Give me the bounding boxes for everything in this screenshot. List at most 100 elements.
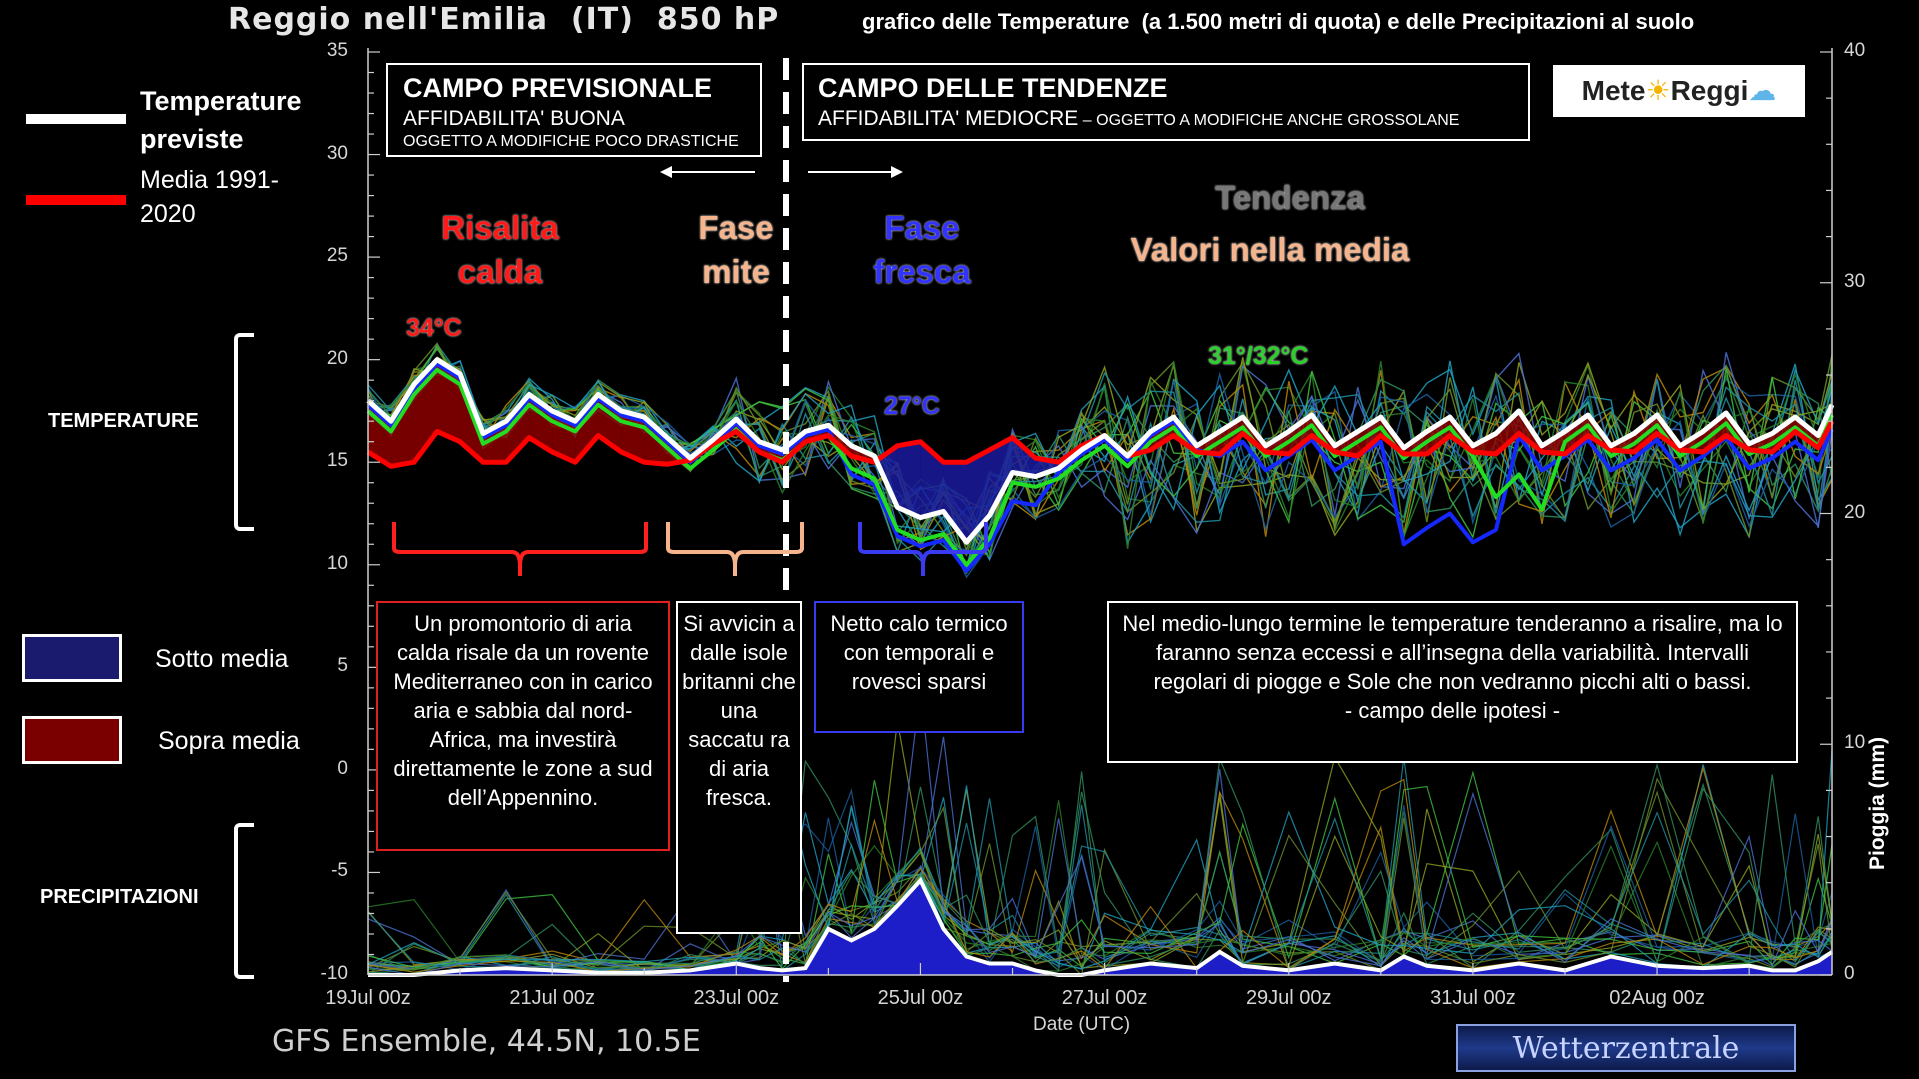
note-risalita: Un promontorio di aria calda risale da u… — [376, 601, 670, 851]
logo-text-right: Reggi — [1670, 75, 1749, 106]
y-tick-label: 30 — [326, 142, 348, 164]
note-tendenza: Nel medio-lungo termine le temperature t… — [1107, 601, 1798, 763]
legend-below-label: Sotto media — [155, 645, 289, 673]
x-tick-label: 02Aug 00z — [1609, 987, 1705, 1009]
y-tick-label: 20 — [326, 347, 348, 369]
axes — [367, 48, 1833, 976]
logo-text-left: Mete — [1581, 75, 1646, 106]
note-tendenza-footer: - campo delle ipotesi - — [1344, 698, 1561, 723]
forecast-field-note: OGGETTO A MODIFICHE POCO DRASTICHE — [403, 133, 739, 150]
trend-field-box: CAMPO DELLE TENDENZE AFFIDABILITA' MEDIO… — [802, 63, 1530, 141]
ensemble-precip-line — [367, 798, 1833, 971]
forecast-field-box: CAMPO PREVISIONALE AFFIDABILITA' BUONA O… — [386, 63, 762, 157]
ensemble-member-line — [367, 364, 1833, 568]
bracket-fresca — [858, 522, 988, 576]
ensemble-precip-line — [367, 844, 1833, 975]
bracket-risalita — [392, 522, 648, 576]
legend-below-swatch — [22, 634, 122, 682]
arrow-right-icon — [891, 166, 903, 178]
y-axis-right-title: Pioggia (mm) — [1866, 736, 1889, 870]
ensemble-precip-line — [367, 687, 1833, 976]
y-right-tick-label: 20 — [1844, 501, 1866, 523]
y-tick-label: 10 — [326, 552, 348, 574]
ensemble-precip-line — [367, 790, 1833, 971]
below-mean-fill — [943, 462, 967, 543]
chart-subtitle: grafico delle Temperature (a 1.500 metri… — [862, 9, 1695, 34]
arrow-left-icon — [660, 166, 672, 178]
trend-field-subline: AFFIDABILITA' MEDIOCRE – OGGETTO A MODIF… — [818, 107, 1459, 131]
ensemble-precip-line — [367, 800, 1833, 971]
precip-bracket — [234, 823, 254, 979]
y-tick-label: 15 — [326, 450, 348, 472]
legend: Temperature previste Media 1991-2020 Sot… — [0, 0, 320, 800]
bracket-mite — [666, 522, 804, 576]
chart-title: Reggio nell'Emilia (IT) 850 hP — [228, 2, 780, 37]
tag-31-32c: 31°/32°C — [1208, 342, 1309, 370]
temperature-bracket — [234, 333, 254, 531]
x-tick-label: 23Jul 00z — [693, 987, 780, 1009]
precip-label: PRECIPITAZIONI — [40, 886, 199, 908]
y-right-tick-label: 30 — [1844, 270, 1866, 292]
trend-field-title: CAMPO DELLE TENDENZE — [818, 73, 1168, 103]
phase-mite: Fase mite — [698, 209, 774, 290]
wetterzentrale-watermark: Wetterzentrale — [1456, 1024, 1796, 1072]
note-fresca: Netto calo termico con temporali e roves… — [814, 601, 1024, 733]
forecast-field-reliability: AFFIDABILITA' BUONA — [403, 107, 625, 130]
ensemble-precip-line — [367, 756, 1833, 975]
y-tick-label: 25 — [326, 245, 348, 267]
x-tick-label: 19Jul 00z — [325, 987, 411, 1009]
legend-forecast-swatch — [26, 114, 126, 124]
legend-above-swatch — [22, 716, 122, 764]
below-mean-fill — [897, 441, 921, 518]
ensemble-member-line — [367, 365, 1833, 562]
ensemble-precip-line — [367, 777, 1833, 977]
y-tick-label: 0 — [337, 757, 348, 779]
x-tick-label: 27Jul 00z — [1061, 987, 1148, 1009]
ensemble-precip-line — [367, 766, 1833, 973]
y-tick-label: -10 — [320, 963, 348, 984]
phase-valori: Valori nella media — [1130, 231, 1410, 268]
ensemble-member-line — [367, 357, 1833, 546]
legend-mean-label: Media 1991-2020 — [140, 166, 279, 228]
meteo-reggio-logo: Mete☀Reggi☁ — [1553, 65, 1805, 117]
y-tick-label: -5 — [331, 860, 348, 882]
note-tendenza-text: Nel medio-lungo termine le temperature t… — [1122, 611, 1783, 694]
x-axis-title: Date (UTC) — [1033, 1014, 1131, 1035]
trend-field-reliability: AFFIDABILITA' MEDIOCRE — [818, 107, 1079, 130]
legend-forecast-label: Temperature previste — [140, 86, 302, 154]
ensemble-members — [367, 342, 1833, 977]
series-lines — [366, 357, 1835, 573]
x-tick-label: 31Jul 00z — [1430, 987, 1516, 1009]
forecast-field-title: CAMPO PREVISIONALE — [403, 73, 713, 103]
forecast-line — [366, 357, 1835, 545]
operational-run-line — [366, 367, 1834, 567]
above-mean-fill — [1495, 410, 1519, 455]
tag-34c: 34°C — [406, 314, 462, 342]
phase-fresca: Fase fresca — [873, 209, 971, 290]
y-right-tick-label: 40 — [1844, 40, 1866, 61]
source-label: GFS Ensemble, 44.5N, 10.5E — [272, 1024, 701, 1059]
below-mean-fill — [989, 437, 1013, 516]
y-tick-label: 5 — [337, 655, 348, 677]
below-mean-fill — [1012, 437, 1036, 477]
trend-field-note: – OGGETTO A MODIFICHE ANCHE GROSSOLANE — [1078, 112, 1460, 129]
x-tick-label: 21Jul 00z — [509, 987, 595, 1009]
x-tick-label: 25Jul 00z — [877, 987, 964, 1009]
sun-icon: ☀ — [1645, 75, 1671, 106]
y-tick-label: 35 — [326, 40, 348, 61]
phase-risalita: Risalita calda — [441, 209, 559, 290]
temperature-label: TEMPERATURE — [48, 410, 199, 432]
below-mean-fill — [920, 441, 944, 518]
legend-mean-swatch — [26, 195, 126, 205]
phase-tendenza: Tendenza — [1215, 179, 1365, 216]
y-right-tick-label: 0 — [1844, 963, 1855, 984]
note-mite: Si avvicin a dalle isole britanni che un… — [676, 601, 802, 934]
control-run-line — [366, 361, 1834, 573]
legend-above-label: Sopra media — [158, 727, 300, 755]
cloud-icon: ☁ — [1748, 75, 1777, 106]
y-right-tick-label: 10 — [1844, 732, 1866, 754]
ensemble-precip-line — [367, 778, 1833, 973]
tag-27c: 27°C — [884, 392, 940, 420]
